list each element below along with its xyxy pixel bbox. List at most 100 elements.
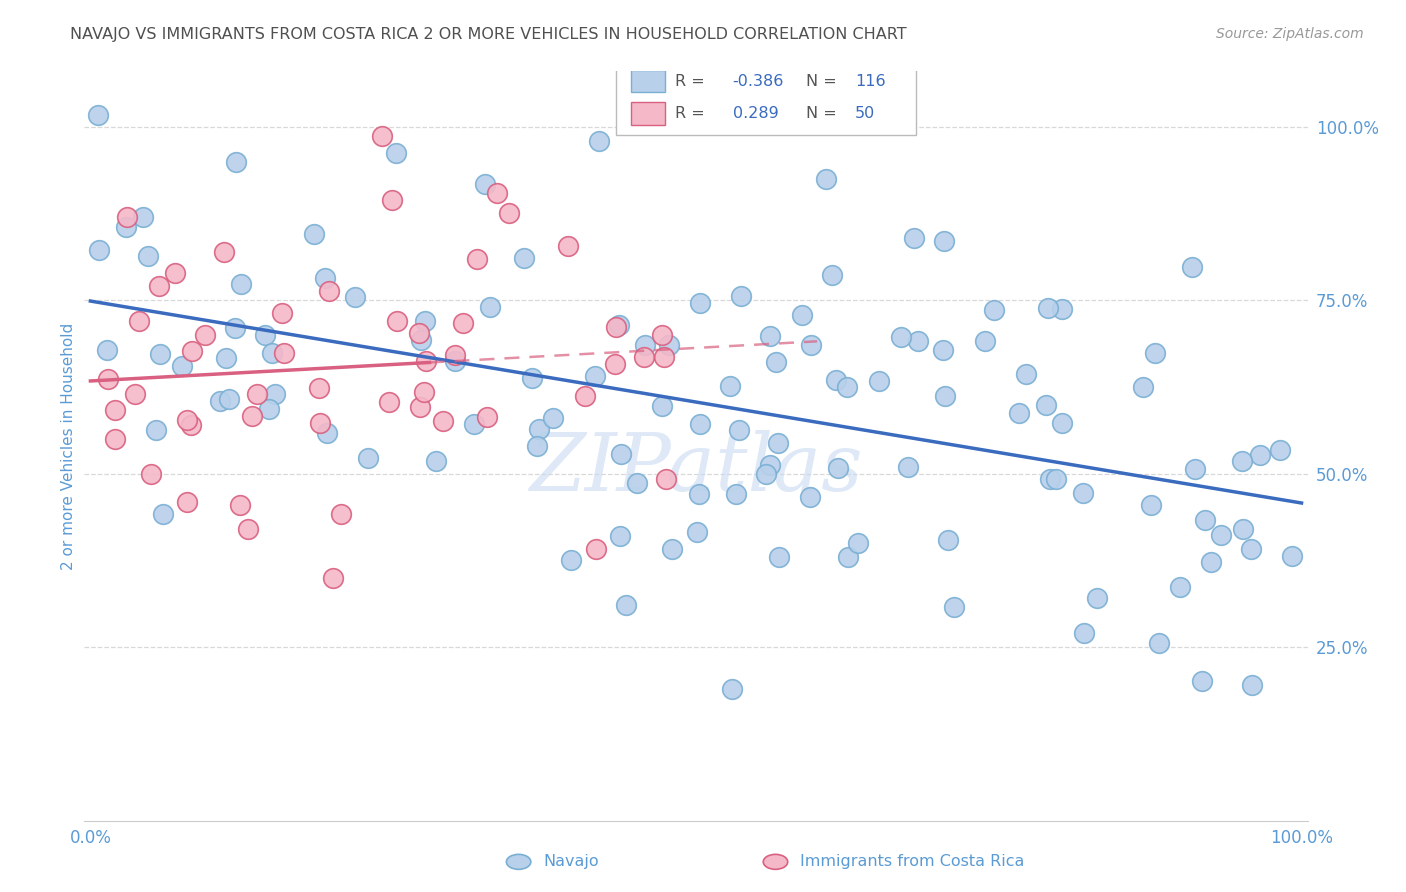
Point [936,533,959,547]
Text: R =: R = [675,106,704,120]
Point [626,475,648,490]
Point [212,244,235,259]
Point [236,522,259,536]
Point [194,327,217,342]
Point [443,354,465,368]
Point [1050,301,1073,316]
Point [218,392,240,407]
Point [381,193,404,207]
Point [316,426,339,441]
Point [689,417,711,431]
Point [96,343,118,357]
Point [1036,301,1059,315]
Point [344,290,367,304]
Point [215,351,238,365]
Point [87,108,110,122]
Point [730,289,752,303]
Y-axis label: 2 or more Vehicles in Household: 2 or more Vehicles in Household [60,322,76,570]
Point [759,328,782,343]
Point [800,338,823,352]
Text: 116: 116 [855,74,886,88]
Point [271,306,294,320]
Point [115,210,138,224]
Point [603,357,626,371]
Point [728,424,751,438]
Point [425,454,447,468]
Point [145,423,167,437]
Point [1038,472,1060,486]
Point [1073,626,1095,640]
Point [718,378,741,392]
Point [824,373,846,387]
Point [128,314,150,328]
Point [932,234,955,248]
Point [228,498,250,512]
Point [814,172,837,186]
Point [903,231,925,245]
Point [1249,448,1271,462]
Point [444,348,467,362]
Point [136,249,159,263]
Point [139,467,162,481]
Point [308,416,330,430]
Point [176,494,198,508]
Point [370,128,392,143]
Point [689,296,711,310]
Point [1209,528,1232,542]
Point [1140,498,1163,512]
Text: 0.289: 0.289 [733,106,779,120]
Point [846,536,869,550]
Point [1184,462,1206,476]
Point [821,268,844,282]
Circle shape [763,855,787,870]
FancyBboxPatch shape [631,70,665,93]
Text: N =: N = [806,74,837,88]
Point [588,134,610,148]
Point [522,371,544,385]
FancyBboxPatch shape [616,62,917,135]
Point [465,252,488,267]
Point [755,467,778,481]
Point [308,381,330,395]
Point [1194,512,1216,526]
Point [260,346,283,360]
Point [721,681,744,696]
Point [115,219,138,234]
Point [973,334,995,349]
Point [385,146,408,161]
Point [1170,580,1192,594]
Point [170,359,193,373]
Point [176,413,198,427]
Point [932,343,955,357]
Point [302,227,325,241]
Point [1240,678,1263,692]
Point [1132,379,1154,393]
Point [837,550,859,565]
Point [868,374,890,388]
Text: Immigrants from Costa Rica: Immigrants from Costa Rica [800,855,1025,870]
Point [1085,591,1108,605]
Point [688,487,710,501]
Point [413,314,436,328]
Point [257,401,280,416]
Text: N =: N = [806,106,837,120]
Point [152,507,174,521]
Point [583,369,606,384]
Point [1232,522,1254,536]
Point [463,417,485,432]
Point [409,334,432,348]
Point [104,403,127,417]
Point [1015,367,1038,381]
Point [634,337,657,351]
Point [1199,555,1222,569]
Point [658,338,681,352]
Point [827,460,849,475]
Point [87,243,110,257]
Point [799,490,821,504]
Point [413,384,436,399]
Point [983,302,1005,317]
Point [1240,541,1263,556]
Point [1230,454,1253,468]
Point [655,472,678,486]
Point [224,321,246,335]
